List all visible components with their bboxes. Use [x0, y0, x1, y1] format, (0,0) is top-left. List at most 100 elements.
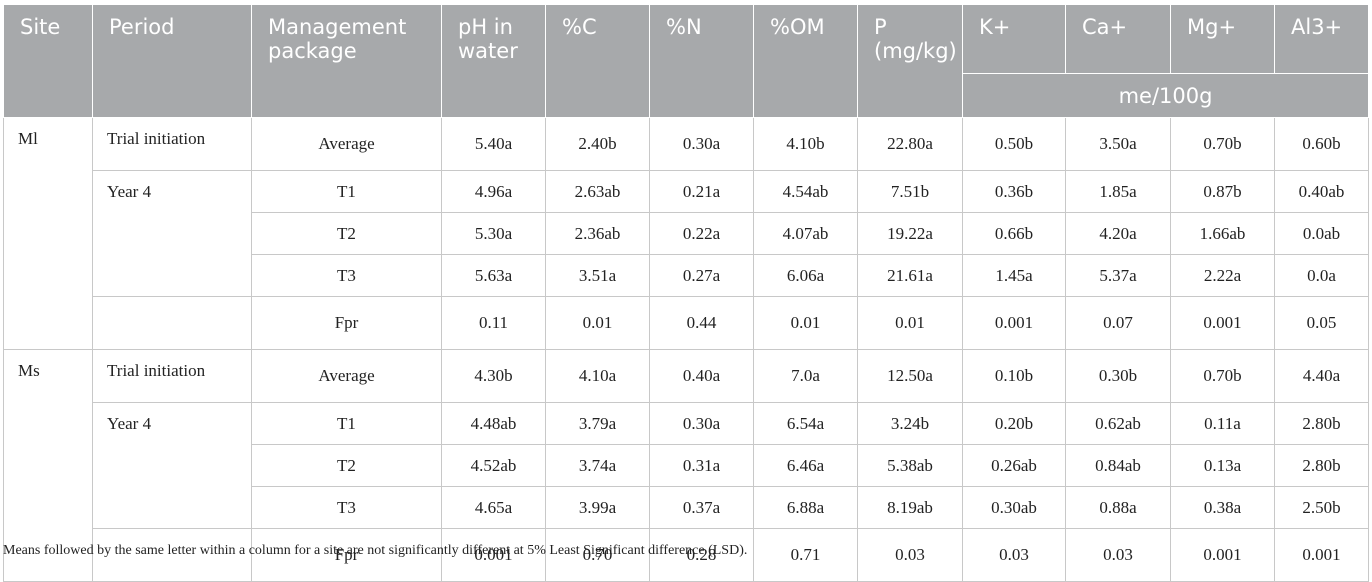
value-cell: 12.50a [857, 349, 963, 403]
value-cell: 0.05 [1274, 296, 1369, 350]
value-cell: 4.40a [1274, 349, 1369, 403]
value-cell: 0.001 [1274, 528, 1369, 582]
value-cell: 2.40b [545, 117, 650, 171]
value-cell: 0.001 [962, 296, 1066, 350]
package-cell: T1 [251, 170, 442, 213]
column-header: Site [3, 4, 93, 118]
value-cell: 0.84ab [1065, 444, 1171, 487]
table-row: Fpr 0.11 0.01 0.44 0.01 0.01 0.001 0.07 0.001 0.0… [4, 296, 1369, 350]
period-cell [92, 296, 252, 350]
soil-table: Site Period Management package pH in water%… [3, 4, 1369, 582]
value-cell: 0.0ab [1274, 212, 1369, 255]
package-cell: Fpr [251, 296, 442, 350]
value-cell: 4.10a [545, 349, 650, 403]
value-cell: 1.66ab [1170, 212, 1275, 255]
value-cell: 2.80b [1274, 444, 1369, 487]
value-cell: 0.30b [1065, 349, 1171, 403]
value-cell: 8.19ab [857, 486, 963, 529]
value-cell: 0.50b [962, 117, 1066, 171]
value-cell: 0.20b [962, 402, 1066, 445]
footnote: Means followed by the same letter within… [3, 543, 748, 558]
column-header: Management package [251, 4, 442, 118]
value-cell: 4.54ab [753, 170, 858, 213]
period-cell: Trial initiation [92, 117, 252, 171]
value-cell: 0.01 [857, 296, 963, 350]
period-cell: Trial initiation [92, 349, 252, 403]
value-cell: 0.38a [1170, 486, 1275, 529]
value-cell: 21.61a [857, 254, 963, 297]
value-cell: 2.22a [1170, 254, 1275, 297]
value-cell: 5.30a [441, 212, 546, 255]
package-cell: T3 [251, 254, 442, 297]
value-cell: 3.74a [545, 444, 650, 487]
value-cell: 0.88a [1065, 486, 1171, 529]
value-cell: 0.01 [545, 296, 650, 350]
value-cell: 0.40ab [1274, 170, 1369, 213]
header-row: Site Period Management package pH in water%… [3, 4, 1369, 118]
value-cell: 0.30a [649, 402, 754, 445]
period-cell: Year 4 [92, 170, 252, 297]
value-cell: 0.44 [649, 296, 754, 350]
value-cell: 0.21a [649, 170, 754, 213]
column-header: P (mg/kg) [857, 4, 963, 118]
value-cell: 0.03 [857, 528, 963, 582]
value-cell: 0.36b [962, 170, 1066, 213]
column-header: %N [649, 4, 754, 118]
value-cell: 2.36ab [545, 212, 650, 255]
value-cell: 4.30b [441, 349, 546, 403]
value-cell: 3.24b [857, 402, 963, 445]
value-cell: 1.45a [962, 254, 1066, 297]
value-cell: 6.46a [753, 444, 858, 487]
value-cell: 19.22a [857, 212, 963, 255]
unit-header: me/100g [962, 73, 1369, 118]
table-row: Ml Trial initiation Average 5.40a 2.40b 0.30a… [3, 117, 1369, 350]
column-header: Ca+ [1065, 4, 1171, 74]
value-cell: 0.0a [1274, 254, 1369, 297]
package-cell: Average [251, 117, 442, 171]
value-cell: 6.06a [753, 254, 858, 297]
value-cell: 0.11a [1170, 402, 1275, 445]
value-cell: 4.52ab [441, 444, 546, 487]
column-header: pH in water [441, 4, 546, 118]
value-cell: 0.001 [1170, 296, 1275, 350]
value-cell: 4.96a [441, 170, 546, 213]
value-cell: 0.60b [1274, 117, 1369, 171]
value-cell: 0.87b [1170, 170, 1275, 213]
value-cell: 0.70b [1170, 349, 1275, 403]
column-header: Period [92, 4, 252, 118]
column-header: Mg+ [1170, 4, 1275, 74]
table-wrap: Site Period Management package pH in water%… [3, 4, 1369, 582]
value-cell: 0.30a [649, 117, 754, 171]
value-cell: 0.70b [1170, 117, 1275, 171]
value-cell: 0.40a [649, 349, 754, 403]
value-cell: 4.48ab [441, 402, 546, 445]
table-body: Ml Trial initiation Average 5.40a 2.40b 0.30a… [3, 117, 1369, 582]
value-cell: 0.03 [962, 528, 1066, 582]
value-cell: 7.0a [753, 349, 858, 403]
value-cell: 6.54a [753, 402, 858, 445]
value-cell: 0.30ab [962, 486, 1066, 529]
column-header: %OM [753, 4, 858, 118]
table-row: T3 4.65a 3.99a 0.37a 6.88a 8.19ab 0.30ab 0.88a 0… [4, 486, 1369, 529]
value-cell: 1.85a [1065, 170, 1171, 213]
column-header: %C [545, 4, 650, 118]
value-cell: 5.37a [1065, 254, 1171, 297]
value-cell: 0.22a [649, 212, 754, 255]
value-cell: 0.11 [441, 296, 546, 350]
package-cell: T2 [251, 212, 442, 255]
value-cell: 0.07 [1065, 296, 1171, 350]
value-cell: 3.99a [545, 486, 650, 529]
site-cell: Ml [3, 117, 93, 350]
value-cell: 3.79a [545, 402, 650, 445]
value-cell: 0.26ab [962, 444, 1066, 487]
value-cell: 0.27a [649, 254, 754, 297]
value-cell: 0.10b [962, 349, 1066, 403]
package-cell: T3 [251, 486, 442, 529]
table-row: Year 4 T1 4.48ab 3.79a 0.30a 6.54a 3.24b 0.20b 0… [4, 402, 1369, 529]
value-cell: 6.88a [753, 486, 858, 529]
table-header: Site Period Management package pH in water%… [3, 4, 1369, 118]
value-cell: 0.62ab [1065, 402, 1171, 445]
value-cell: 3.51a [545, 254, 650, 297]
value-cell: 5.40a [441, 117, 546, 171]
value-cell: 2.80b [1274, 402, 1369, 445]
